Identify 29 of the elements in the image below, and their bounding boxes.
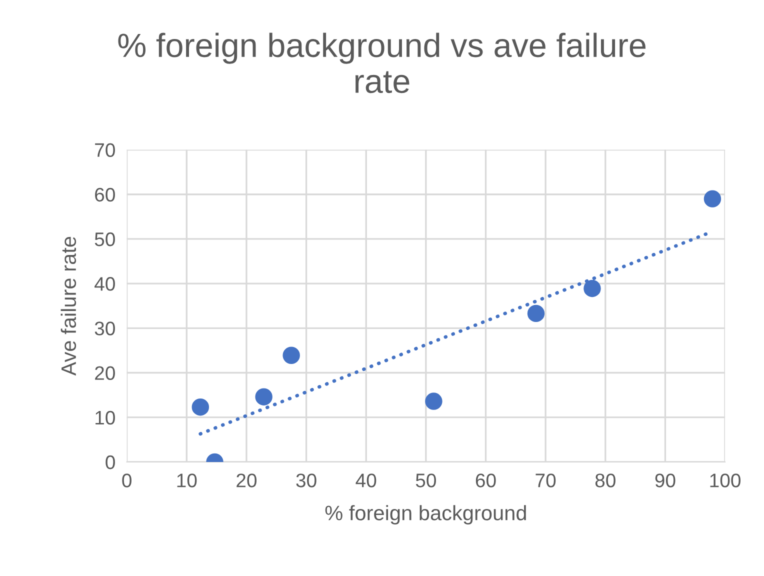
x-tick-label: 0 [122,474,132,488]
y-tick-label: 50 [94,232,115,246]
x-tick-label: 40 [356,474,376,488]
point [704,190,722,208]
point [255,388,272,406]
y-tick-label: 0 [106,455,115,470]
chart-title: % foreign background vs ave failure rate [118,32,646,94]
x-tick-label: 80 [595,474,616,488]
x-tick-label: 60 [476,474,496,488]
x-axis-title: % foreign background [325,505,526,524]
y-tick-label: 30 [94,322,115,336]
y-tick-label: 70 [95,143,115,157]
y-tick-label: 60 [95,188,115,202]
point [192,398,210,416]
y-tick-label: 20 [95,366,115,380]
x-tick-label: 90 [655,474,676,488]
x-tick-label: 50 [416,474,436,488]
x-tick-label: 70 [536,474,556,488]
point [584,280,601,298]
y-axis-title: Ave failure rate [60,236,76,376]
y-tick-label: 10 [96,410,115,425]
x-tick-label: 10 [177,474,197,488]
x-tick-label: 20 [236,474,257,488]
x-tick-label: 100 [710,474,740,488]
point [527,304,545,322]
point [425,392,442,410]
x-tick-label: 30 [296,474,316,488]
point [282,346,300,364]
y-tick-label: 40 [94,277,115,291]
